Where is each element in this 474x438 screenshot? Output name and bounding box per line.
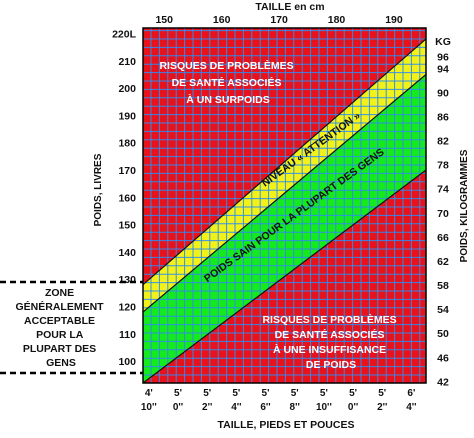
left-tick-label: 180 [118,138,136,150]
top-tick-label: 180 [328,14,346,26]
bottom-tick-feet: 5' [291,388,299,399]
left-tick-label: 130 [118,274,136,286]
left-tick-label: 210 [118,56,136,68]
healthy-band [143,74,426,383]
left-tick-label: 190 [118,110,136,122]
bottom-tick-inches: 10'' [316,402,332,413]
zone-label-overweight: RISQUES DE PROBLÈMES DE SANTÉ ASSOCIÉS À… [159,59,296,106]
bottom-tick-inches: 6'' [260,402,270,413]
underweight-line-1: RISQUES DE PROBLÈMES [262,313,396,326]
bottom-tick-feet: 4' [145,388,153,399]
side-note-line-4: POUR LA [36,329,84,341]
left-tick-label: 140 [118,247,136,259]
bottom-tick-feet: 5' [232,388,240,399]
right-tick-label: 58 [437,280,449,292]
right-tick-label: 70 [437,208,449,220]
side-note-line-1: ZONE [45,287,74,299]
bottom-tick-inches: 0'' [173,402,183,413]
side-note: ZONE GÉNÉRALEMENT ACCEPTABLE POUR LA PLU… [15,287,106,369]
bottom-tick-feet: 5' [320,388,328,399]
right-tick-label: 42 [437,376,449,388]
right-tick-label: 94 [437,63,449,75]
side-note-line-2: GÉNÉRALEMENT [15,300,104,313]
top-tick-label: 160 [213,14,231,26]
bottom-tick-feet: 6' [407,388,415,399]
left-tick-label: 170 [118,165,136,177]
side-note-line-3: ACCEPTABLE [24,315,95,327]
bottom-tick-inches: 2'' [202,402,212,413]
side-note-line-6: GENS [46,357,76,369]
left-tick-label: 110 [119,329,136,341]
bottom-tick-feet: 5' [349,388,357,399]
right-tick-label: 74 [437,184,449,196]
left-tick-label: 150 [118,220,136,232]
bottom-tick-inches: 8'' [290,402,300,413]
bottom-tick-feet: 5' [378,388,386,399]
right-tick-label: 54 [437,304,449,316]
top-tick-label: 150 [155,14,173,26]
right-tick-label: 90 [437,87,449,99]
boundary-upper_attention_limit [143,38,426,286]
side-note-line-5: PLUPART DES [23,343,96,355]
boundary-upper_healthy_limit [143,73,426,313]
right-axis-title: POIDS, KILOGRAMMES [459,149,470,262]
bottom-tick-inches: 10'' [141,402,157,413]
bottom-tick-feet: 5' [203,388,211,399]
overweight-line-1: RISQUES DE PROBLÈMES [159,59,293,72]
underweight-line-3: À UNE INSUFFISANCE [273,343,386,356]
right-unit-label: KG [435,36,451,48]
right-tick-label: 86 [437,111,449,123]
top-tick-label: 190 [385,14,403,26]
bottom-tick-feet: 5' [174,388,182,399]
top-tick-label: 170 [270,14,288,26]
right-tick-label: 62 [437,256,449,268]
left-axis-title: POIDS, LIVRES [93,153,104,226]
right-tick-label: 82 [437,136,449,148]
boundary-lower_healthy_limit [143,169,426,383]
overweight-line-3: À UN SURPOIDS [186,93,269,106]
underweight-line-4: DE POIDS [306,359,356,371]
plot-frame [142,27,427,384]
bottom-axis-title: TAILLE, PIEDS ET POUCES [218,419,355,431]
bottom-tick-inches: 4'' [231,402,241,413]
left-tick-label: 100 [118,356,136,368]
zone-label-underweight: RISQUES DE PROBLÈMES DE SANTÉ ASSOCIÉS À… [262,313,399,371]
right-tick-label: 50 [437,328,449,340]
right-tick-label: 96 [437,51,449,63]
left-tick-label: 220L [112,28,137,40]
left-tick-label: 200 [118,83,136,95]
bottom-tick-inches: 0'' [348,402,358,413]
bottom-tick-inches: 4'' [406,402,416,413]
top-axis-title: TAILLE en cm [255,1,324,13]
bottom-tick-inches: 2'' [377,402,387,413]
left-tick-label: 160 [118,192,136,204]
underweight-line-2: DE SANTÉ ASSOCIÉS [275,328,385,341]
attention-band [143,38,426,313]
left-tick-label: 120 [118,302,136,314]
overweight-line-2: DE SANTÉ ASSOCIÉS [172,76,282,89]
right-tick-label: 46 [437,352,449,364]
bottom-tick-feet: 5' [262,388,270,399]
right-tick-label: 78 [437,160,449,172]
right-tick-label: 66 [437,232,449,244]
